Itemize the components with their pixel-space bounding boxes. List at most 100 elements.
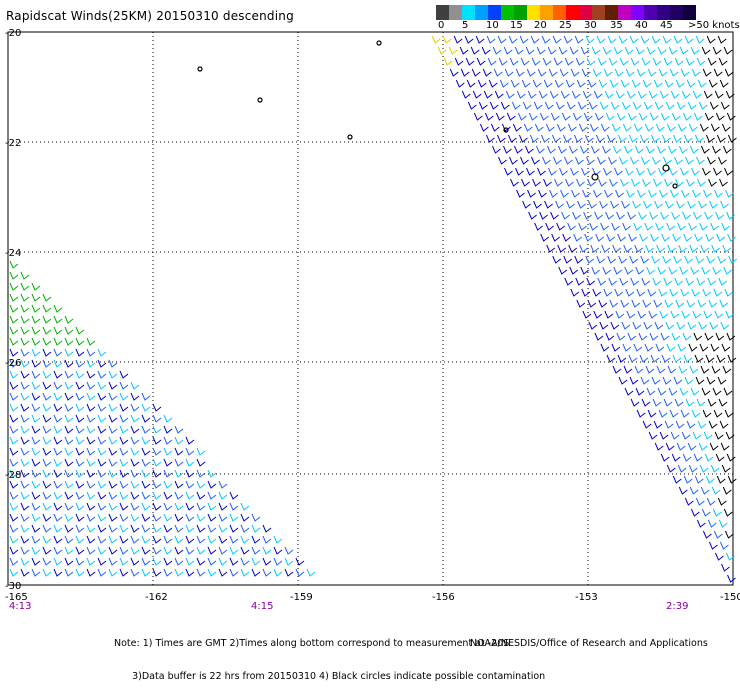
wind-barb [616, 211, 625, 220]
longitude-label: -162 [145, 592, 168, 603]
wind-barb [251, 546, 261, 555]
wind-barb [119, 425, 129, 434]
wind-barb [53, 403, 63, 412]
wind-barb [667, 244, 677, 253]
lat-lon-grid [7, 31, 734, 586]
wind-barb [723, 46, 733, 55]
wind-barb [569, 145, 578, 154]
wind-barb [31, 425, 41, 434]
wind-barb [653, 299, 663, 308]
wind-barb [685, 57, 695, 66]
wind-barb [713, 530, 723, 539]
wind-barb [726, 453, 736, 462]
wind-barb [108, 436, 118, 445]
wind-barb [686, 420, 696, 429]
wind-barb [20, 403, 30, 412]
wind-barb [715, 211, 724, 220]
wind-barb [728, 255, 738, 264]
wind-barb [640, 255, 650, 264]
wind-barb [668, 266, 678, 275]
wind-barb [595, 233, 604, 242]
wind-barb [42, 359, 52, 368]
wind-barb [715, 453, 725, 462]
wind-barb [455, 79, 465, 88]
wind-barb [625, 167, 634, 176]
wind-barb [633, 123, 643, 132]
wind-barb [64, 524, 74, 533]
wind-barb [20, 524, 30, 533]
legend-label: 35 [610, 20, 623, 31]
wind-barb [9, 513, 19, 522]
wind-barb [64, 469, 74, 478]
wind-barb [672, 134, 682, 143]
wind-barb [727, 574, 736, 583]
wind-barb [141, 458, 151, 467]
wind-barb [620, 178, 629, 187]
wind-barb [251, 513, 261, 522]
wind-barb [53, 513, 63, 522]
wind-barb [584, 134, 594, 143]
wind-barb [672, 354, 682, 363]
wind-barb [587, 79, 597, 88]
wind-barb [677, 464, 687, 473]
wind-barb [20, 370, 30, 379]
wind-barb [653, 178, 662, 187]
wind-barb [284, 557, 294, 566]
wind-barb [645, 365, 655, 374]
wind-barb [9, 425, 19, 434]
wind-barb [637, 310, 647, 319]
wind-barb [611, 123, 621, 132]
wind-barb [639, 134, 649, 143]
wind-barb [718, 398, 728, 407]
wind-barb [549, 189, 558, 198]
wind-barb [583, 112, 593, 121]
wind-barb [518, 134, 528, 143]
latitude-label: -26 [5, 358, 21, 369]
wind-barb [9, 469, 19, 478]
wind-barb [571, 90, 581, 99]
wind-barb [86, 381, 96, 390]
legend-swatch [501, 5, 514, 20]
wind-barb [724, 288, 734, 297]
wind-barb [493, 68, 503, 77]
wind-barb [724, 68, 734, 77]
wind-barb [658, 288, 668, 297]
wind-barb [586, 57, 596, 66]
wind-barb [680, 409, 690, 418]
wind-barb [660, 332, 670, 341]
wind-barb [431, 35, 441, 44]
wind-barb [718, 519, 728, 528]
wind-barb [9, 304, 19, 313]
wind-barb [152, 546, 162, 555]
wind-barb [620, 299, 630, 308]
wind-barb [108, 414, 118, 423]
wind-barb [624, 145, 633, 154]
wind-barb [130, 535, 140, 544]
wind-barb [682, 211, 691, 220]
wind-barb [130, 458, 140, 467]
wind-barb [592, 288, 602, 297]
wind-barb [141, 414, 151, 423]
wind-barb [651, 255, 661, 264]
wind-barb [633, 222, 642, 231]
wind-barb [53, 359, 63, 368]
wind-barb [605, 332, 615, 341]
wind-barb [543, 79, 553, 88]
wind-barb [53, 524, 63, 533]
wind-barb [635, 46, 645, 55]
wind-barb [569, 46, 579, 55]
wind-barb [636, 409, 646, 418]
wind-barb [174, 524, 184, 533]
wind-barb [185, 557, 195, 566]
wind-barb [626, 189, 635, 198]
wind-barb [698, 442, 708, 451]
wind-barb [618, 35, 628, 44]
wind-barb [31, 359, 41, 368]
wind-barb [516, 90, 526, 99]
wind-barb [42, 491, 52, 500]
longitude-label: -153 [575, 592, 598, 603]
wind-barb [653, 420, 663, 429]
wind-barb [9, 524, 19, 533]
wind-barb [174, 557, 184, 566]
wind-barb [662, 35, 672, 44]
